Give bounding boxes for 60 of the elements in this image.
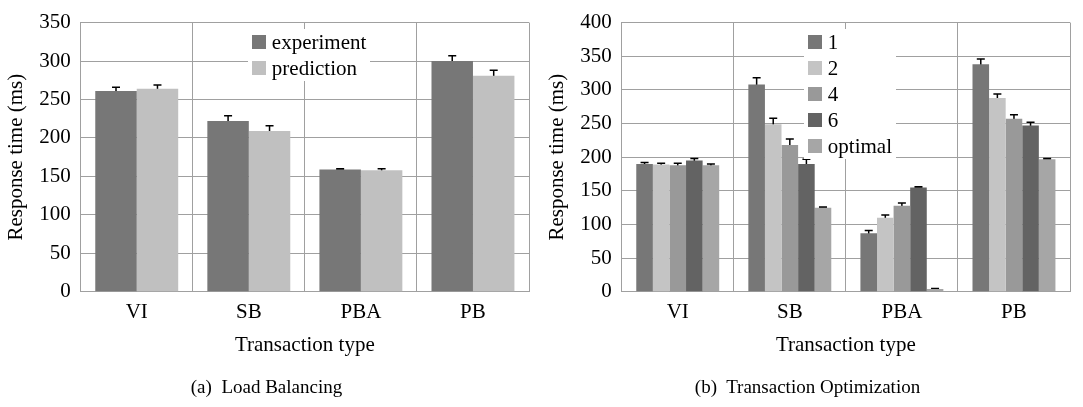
x-tick-label: VI [666, 298, 689, 323]
y-tick-label: 350 [580, 42, 612, 67]
y-tick-label: 200 [39, 124, 71, 149]
x-tick-label: PB [1001, 298, 1027, 323]
x-axis-title: Transaction type [775, 332, 916, 357]
text: (a) Load Balancing [190, 375, 343, 398]
bar [652, 164, 670, 292]
bar [893, 205, 911, 292]
bar [748, 84, 765, 292]
y-tick-label: 50 [49, 239, 71, 264]
x-tick-label: PB [460, 298, 486, 323]
bar [686, 160, 703, 292]
bar [360, 170, 403, 292]
bar [910, 187, 927, 292]
bar [431, 61, 473, 292]
y-tick-label: 0 [60, 278, 71, 303]
legend-label: experiment [271, 28, 367, 55]
y-tick-label: 100 [39, 201, 71, 226]
bar [136, 88, 179, 292]
y-tick-label: 300 [580, 76, 612, 101]
bar [472, 75, 515, 292]
bar [319, 169, 361, 292]
legend-label: 2 [827, 54, 839, 81]
legend-label: 4 [827, 80, 839, 107]
bar [989, 97, 1006, 292]
bar [972, 64, 990, 292]
y-tick-label: 50 [590, 244, 612, 269]
x-tick-label: SB [776, 298, 803, 323]
x-axis-title: Transaction type [234, 332, 375, 357]
bar [207, 121, 249, 292]
bar [1022, 125, 1039, 292]
legend-label: 1 [827, 28, 839, 55]
bar [764, 124, 782, 292]
x-tick-label: SB [235, 298, 262, 323]
bar [877, 217, 894, 292]
y-tick-label: 400 [580, 9, 612, 34]
y-tick-label: 200 [580, 143, 612, 168]
y-tick-label: 250 [39, 86, 71, 111]
y-tick-label: 150 [580, 177, 612, 202]
legend-label: 6 [827, 106, 839, 133]
y-tick-label: 100 [580, 211, 612, 236]
y-axis-title: Response time (ms) [544, 73, 569, 241]
bar [669, 165, 687, 292]
bar [95, 91, 137, 292]
legend-label: prediction [271, 54, 357, 81]
y-tick-label: 300 [39, 47, 71, 72]
text: (b) Transaction Optimization [694, 375, 921, 398]
legend-label: optimal [827, 132, 893, 159]
bar [636, 163, 653, 292]
x-tick-label: PBA [881, 298, 924, 323]
bar [860, 233, 878, 292]
x-tick-label: VI [125, 298, 148, 323]
bar [248, 131, 291, 292]
y-tick-label: 250 [580, 110, 612, 135]
y-tick-label: 350 [39, 9, 71, 34]
y-axis-title: Response time (ms) [3, 73, 28, 241]
y-tick-label: 150 [39, 162, 71, 187]
x-tick-label: PBA [340, 298, 383, 323]
bar [798, 163, 815, 292]
y-tick-label: 0 [601, 278, 612, 303]
